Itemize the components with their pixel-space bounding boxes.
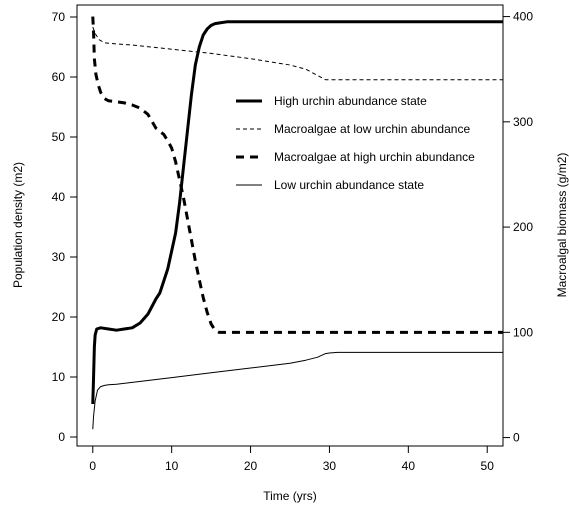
y-axis-label-right: Macroalgal biomass (g/m2): [555, 153, 569, 298]
y-tick-label-left: 30: [52, 250, 66, 264]
y-tick-label-right: 200: [513, 220, 533, 234]
y-tick-label-right: 100: [513, 325, 533, 339]
y-tick-label-left: 0: [58, 430, 65, 444]
series-line-1: [92, 26, 503, 81]
legend: High urchin abundance state Macroalgae a…: [236, 94, 475, 192]
series-lines: [91, 16, 503, 430]
axes: 0 10 20 30 40 50 0 10 20 30 40 50 60 70 0 100 200 300 400: [52, 10, 534, 473]
y-tick-label-left: 60: [52, 70, 66, 84]
series-line-2: [91, 16, 503, 334]
x-tick-label: 20: [244, 459, 258, 473]
series-line-0: [91, 20, 503, 405]
legend-label-low-urchin: Low urchin abundance state: [274, 178, 424, 192]
y-tick-label-right: 300: [513, 115, 533, 129]
x-tick-label: 0: [89, 459, 96, 473]
series-line-3: [92, 351, 503, 430]
y-tick-label-left: 10: [52, 370, 66, 384]
y-axis-label-left: Population density (m2): [11, 162, 25, 288]
x-tick-label: 10: [165, 459, 179, 473]
plot-frame: [76, 4, 504, 447]
legend-label-macroalgae-high: Macroalgae at high urchin abundance: [274, 150, 475, 164]
y-tick-label-left: 40: [52, 190, 66, 204]
legend-label-high-urchin: High urchin abundance state: [274, 94, 427, 108]
y-tick-label-right: 0: [513, 431, 520, 445]
x-tick-label: 40: [402, 459, 416, 473]
y-tick-label-left: 50: [52, 130, 66, 144]
x-tick-label: 30: [323, 459, 337, 473]
y-tick-label-left: 70: [52, 10, 66, 24]
y-tick-label-right: 400: [513, 10, 533, 24]
legend-label-macroalgae-low: Macroalgae at low urchin abundance: [274, 122, 470, 136]
y-tick-label-left: 20: [52, 310, 66, 324]
x-axis-label: Time (yrs): [263, 489, 317, 503]
x-tick-label: 50: [481, 459, 495, 473]
